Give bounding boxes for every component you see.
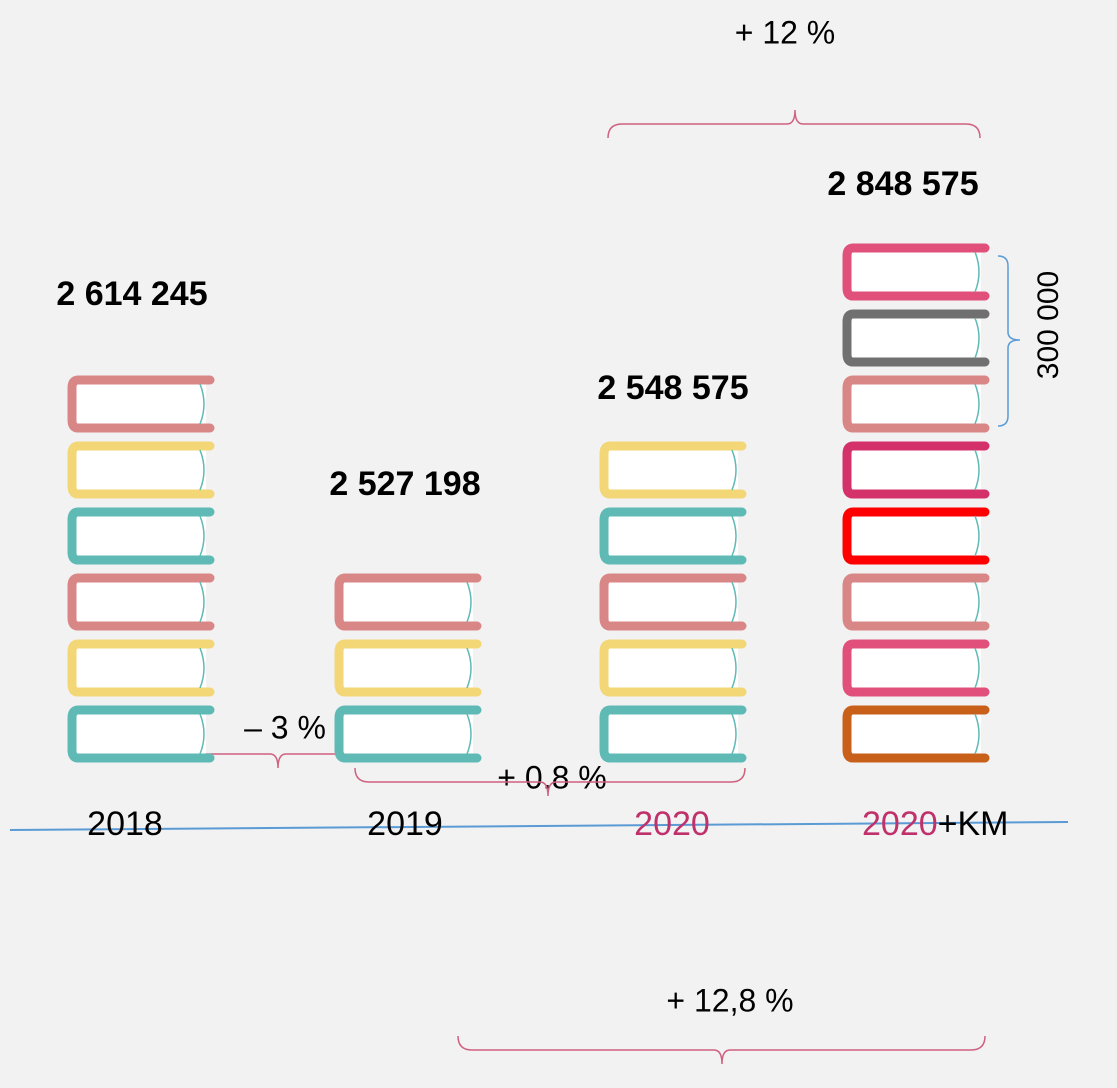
brace: [607, 109, 981, 139]
book-cover: [67, 639, 215, 697]
brace-note: 300 000: [1032, 271, 1065, 379]
book-cover: [334, 705, 482, 763]
change-label: + 0.8 %: [497, 759, 606, 795]
book-page: [847, 248, 981, 296]
book-page: [604, 644, 738, 692]
change-label: + 12 %: [735, 14, 836, 50]
book-cover: [67, 573, 215, 631]
book-spine: [974, 383, 980, 425]
book-cover: [67, 507, 215, 565]
book-cover: [599, 705, 747, 763]
book-spine: [199, 713, 205, 755]
book-spine: [974, 647, 980, 689]
book-cover: [599, 441, 747, 499]
brace: [997, 255, 1021, 427]
book-page: [72, 512, 206, 560]
book-cover: [842, 441, 990, 499]
book-spine: [974, 449, 980, 491]
book-spine: [731, 449, 737, 491]
book-cover: [842, 705, 990, 763]
book-page: [847, 512, 981, 560]
book-page: [72, 446, 206, 494]
book-spine: [731, 515, 737, 557]
brace: [457, 1035, 986, 1065]
year: 2020: [862, 805, 938, 843]
book-page: [847, 446, 981, 494]
change-label: – 3 %: [244, 709, 326, 745]
book-page: [339, 710, 473, 758]
year-label: 2020+KM: [862, 805, 1009, 843]
brace: [354, 767, 746, 797]
book-page: [72, 578, 206, 626]
book-page: [72, 644, 206, 692]
book-spine: [199, 647, 205, 689]
value-label: 2 848 575: [827, 165, 978, 203]
book-stack: [334, 573, 482, 763]
book-page: [847, 578, 981, 626]
baseline: [9, 821, 1069, 831]
book-spine: [466, 713, 472, 755]
book-spine: [731, 647, 737, 689]
book-page: [604, 512, 738, 560]
book-cover: [599, 639, 747, 697]
book-stack: [599, 441, 747, 763]
book-spine: [199, 581, 205, 623]
year-label: 2018: [87, 805, 163, 843]
book-page: [339, 578, 473, 626]
book-spine: [731, 581, 737, 623]
book-cover: [842, 573, 990, 631]
book-cover: [842, 243, 990, 301]
book-page: [72, 380, 206, 428]
book-spine: [974, 515, 980, 557]
book-cover: [334, 639, 482, 697]
book-spine: [199, 449, 205, 491]
year-label: 2020: [634, 805, 710, 843]
book-cover: [842, 507, 990, 565]
book-spine: [199, 383, 205, 425]
book-cover: [599, 573, 747, 631]
book-spine: [466, 647, 472, 689]
book-spine: [974, 251, 980, 293]
book-cover: [599, 507, 747, 565]
book-stack: [67, 375, 215, 763]
change-label: + 12,8 %: [666, 982, 793, 1018]
book-page: [847, 380, 981, 428]
book-stack: [842, 243, 990, 763]
book-page: [847, 314, 981, 362]
year-suffix: +KM: [938, 805, 1009, 843]
book-page: [604, 446, 738, 494]
book-cover: [67, 375, 215, 433]
book-spine: [974, 713, 980, 755]
value-label: 2 527 198: [329, 465, 480, 503]
book-spine: [974, 317, 980, 359]
book-cover: [842, 639, 990, 697]
book-cover: [67, 441, 215, 499]
book-spine: [466, 581, 472, 623]
book-page: [847, 644, 981, 692]
book-page: [72, 710, 206, 758]
book-page: [604, 710, 738, 758]
book-cover: [67, 705, 215, 763]
book-cover: [334, 573, 482, 631]
book-page: [847, 710, 981, 758]
book-spine: [731, 713, 737, 755]
book-cover: [842, 309, 990, 367]
value-label: 2 548 575: [597, 369, 748, 407]
value-label: 2 614 245: [56, 275, 207, 313]
year-label: 2019: [367, 805, 443, 843]
book-cover: [842, 375, 990, 433]
book-spine: [974, 581, 980, 623]
book-page: [604, 578, 738, 626]
book-page: [339, 644, 473, 692]
book-spine: [199, 515, 205, 557]
